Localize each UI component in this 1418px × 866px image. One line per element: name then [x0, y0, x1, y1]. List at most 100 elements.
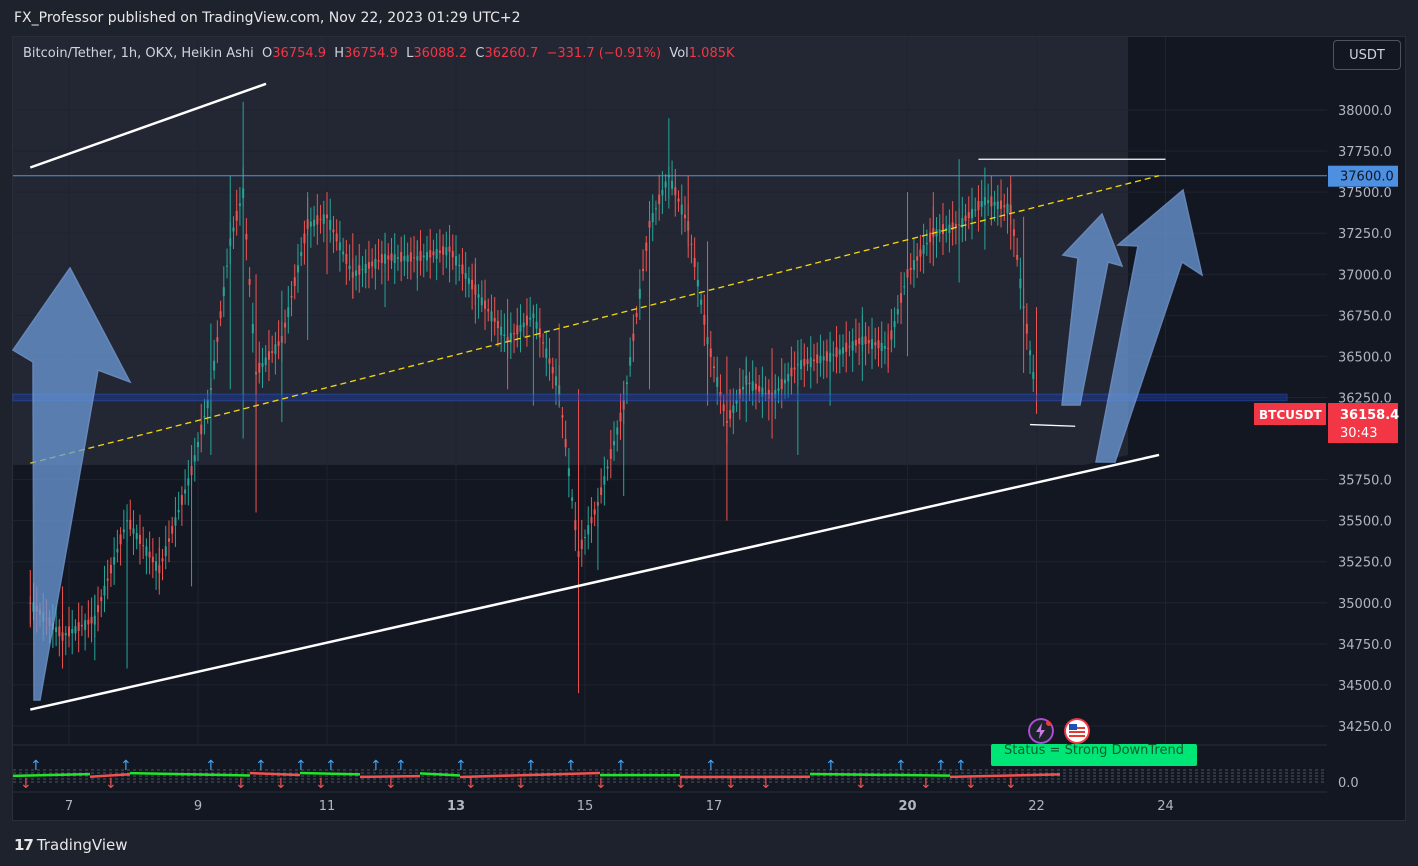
legend-change: −331.7 (−0.91%) [546, 46, 662, 61]
candle-body [748, 382, 751, 384]
candle-body [296, 265, 299, 273]
candle-body [100, 596, 103, 602]
lightning-icon[interactable] [1028, 718, 1054, 744]
legend-symbol: Bitcoin/Tether, 1h, OKX, Heikin Ashi [23, 46, 254, 61]
indicator-trend-line [89, 773, 131, 779]
candle-body [661, 189, 664, 196]
indicator-trend-line [809, 772, 951, 777]
candle-body [329, 220, 332, 230]
candle-body [767, 389, 770, 400]
candle-body [835, 347, 838, 357]
candle-body [571, 497, 574, 501]
candle-body [422, 255, 425, 258]
candle-body [161, 558, 164, 562]
candle-body [1019, 278, 1022, 289]
candle-body [313, 219, 316, 227]
time-tick-label: 22 [1028, 799, 1045, 814]
indicator-trend-line [459, 771, 601, 779]
legend-close-value: 36260.7 [484, 46, 539, 61]
candle-body [590, 516, 593, 524]
candle-body [780, 379, 783, 390]
candle-body [713, 366, 715, 368]
us-flag-icon[interactable] [1064, 718, 1090, 744]
shade-mask [13, 454, 1128, 745]
candle-body [525, 315, 528, 326]
price-tick-label: 37000.0 [1338, 268, 1392, 283]
candle-body [377, 260, 380, 262]
indicator-up-arrow: ↑ [705, 758, 717, 774]
short-level-line [1030, 423, 1076, 427]
indicator-trend-line [359, 774, 421, 779]
candle-body [406, 255, 409, 262]
price-axis[interactable] [1327, 37, 1405, 745]
candle-body [732, 405, 735, 413]
indicator-up-arrow: ↑ [120, 758, 132, 774]
candle-body [203, 416, 206, 418]
candle-body [542, 342, 545, 344]
candle-body [819, 355, 822, 364]
indicator-down-arrow: ↓ [855, 776, 867, 792]
indicator-down-arrow: ↓ [315, 776, 327, 792]
candle-body [529, 317, 532, 320]
candle-body [625, 382, 628, 385]
candle-body [938, 229, 941, 234]
candle-body [522, 322, 525, 328]
candle-body [235, 210, 238, 221]
currency-button[interactable]: USDT [1333, 40, 1401, 70]
candle-body [251, 323, 254, 334]
indicator-down-arrow: ↓ [1005, 776, 1017, 792]
candle-body [1029, 350, 1032, 356]
candle-body [496, 320, 499, 329]
legend-low-value: 36088.2 [413, 46, 468, 61]
candle-body [509, 333, 512, 343]
candle-body [787, 374, 790, 382]
candle-body [551, 366, 554, 374]
candle-body [193, 455, 196, 462]
candle-body [584, 537, 586, 539]
candle-body [222, 287, 225, 297]
candle-body [545, 348, 548, 359]
price-tick-label: 37500.0 [1338, 186, 1392, 201]
candle-body [929, 232, 932, 243]
candle-body [548, 358, 551, 364]
indicator-down-arrow: ↓ [965, 776, 977, 792]
candle-body [335, 233, 338, 242]
candle-body [832, 354, 835, 356]
candle-body [303, 233, 306, 244]
tradingview-logo[interactable]: 17 TradingView [14, 836, 128, 854]
legend-open-label: O [262, 46, 273, 61]
candle-body [645, 242, 648, 251]
candle-body [903, 286, 906, 288]
candle-body [690, 243, 693, 245]
candle-body [912, 260, 915, 270]
price-tick-label: 35500.0 [1338, 515, 1392, 530]
countdown-text: 30:43 [1340, 426, 1377, 441]
candle-body [696, 279, 699, 287]
upward-arrow-right [1095, 188, 1204, 463]
candle-body [816, 354, 819, 364]
time-tick-label: 9 [194, 799, 202, 814]
candle-body [606, 466, 609, 469]
indicator-up-arrow: ↑ [615, 758, 627, 774]
candle-body [409, 252, 412, 262]
upward-arrow-mid [1061, 212, 1124, 406]
candle-body [564, 439, 567, 448]
candle-body [300, 252, 303, 257]
candle-body [184, 489, 187, 494]
channel-lower-line [30, 453, 1160, 711]
candle-body [941, 224, 944, 235]
candle-body [390, 253, 393, 261]
candle-body [858, 338, 861, 344]
candle-body [435, 248, 438, 259]
candle-body [219, 311, 222, 319]
candle-body [635, 312, 638, 317]
candle-body [916, 256, 919, 261]
candle-body [642, 268, 645, 272]
legend-high-value: 36754.9 [344, 46, 398, 61]
candle-body [400, 252, 403, 262]
candle-body [58, 626, 61, 637]
candle-body [138, 534, 141, 545]
candle-body [319, 219, 322, 221]
upward-arrow-left [11, 266, 132, 701]
